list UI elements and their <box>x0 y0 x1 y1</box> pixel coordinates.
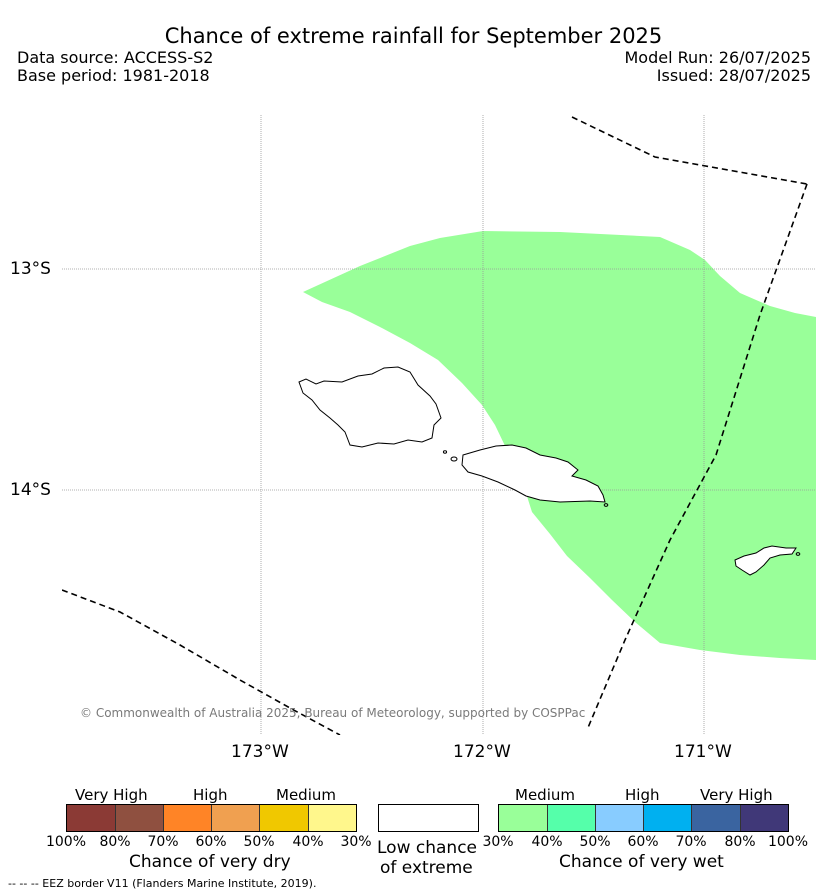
wet-swatch <box>548 805 596 831</box>
wet-swatch <box>741 805 788 831</box>
eez-border <box>62 116 808 735</box>
dry-colorbar <box>66 804 357 832</box>
dry-swatch <box>309 805 356 831</box>
map-title: Chance of extreme rainfall for September… <box>164 24 663 48</box>
medium-wet-region <box>303 231 816 660</box>
dry-swatch <box>67 805 116 831</box>
base-period: Base period: 1981-2018 <box>17 66 210 85</box>
wet-tick: 100% <box>767 834 809 850</box>
model-run: Model Run: 26/07/2025 <box>624 48 812 67</box>
wet-colorbar <box>498 804 789 832</box>
data-source: Data source: ACCESS-S2 <box>17 48 214 67</box>
wet-swatch <box>596 805 644 831</box>
wet-tick: 80% <box>724 834 756 850</box>
low-chance-title-line2: of extreme <box>380 858 473 878</box>
dry-tick: 60% <box>195 834 227 850</box>
lat-label-13s: 13°S <box>10 259 51 279</box>
dry-tick: 70% <box>147 834 179 850</box>
wet-legend-title: Chance of very wet <box>559 852 724 872</box>
wet-category-high: High <box>625 786 660 804</box>
dry-swatch <box>212 805 260 831</box>
low-chance-title-line1: Low chance <box>377 838 477 858</box>
aunuu-islet <box>795 552 801 556</box>
issued-date: Issued: 28/07/2025 <box>656 66 811 85</box>
wet-swatch <box>692 805 741 831</box>
wet-tick: 70% <box>675 834 707 850</box>
upolu-island <box>461 444 606 503</box>
manono-islet <box>442 450 448 454</box>
dry-category-medium: Medium <box>276 786 336 804</box>
savaii-island <box>298 366 442 448</box>
apolima-islet <box>450 456 458 462</box>
lon-label-172w: 172°W <box>453 742 511 762</box>
dry-tick: 50% <box>243 834 275 850</box>
dry-category-high: High <box>193 786 228 804</box>
dry-tick: 30% <box>340 834 372 850</box>
dry-category-very-high: Very High <box>75 786 148 804</box>
dry-tick: 80% <box>99 834 131 850</box>
nuutele-islet <box>603 503 609 507</box>
lat-label-14s: 14°S <box>10 480 51 500</box>
wet-category-very-high: Very High <box>700 786 773 804</box>
copyright-credit: © Commonwealth of Australia 2025, Bureau… <box>80 706 586 720</box>
lon-label-171w: 171°W <box>674 742 732 762</box>
dry-legend-title: Chance of very dry <box>129 852 291 872</box>
low-chance-swatch <box>378 804 479 832</box>
dry-swatch <box>260 805 309 831</box>
dry-swatch <box>116 805 164 831</box>
wet-swatch <box>644 805 692 831</box>
dry-tick: 40% <box>292 834 324 850</box>
wet-category-medium: Medium <box>515 786 575 804</box>
dry-swatch <box>164 805 212 831</box>
wet-tick: 30% <box>482 834 514 850</box>
dry-tick: 100% <box>45 834 87 850</box>
lon-label-173w: 173°W <box>231 742 289 762</box>
wet-swatch <box>499 805 548 831</box>
gridlines <box>62 115 816 735</box>
wet-tick: 40% <box>531 834 563 850</box>
wet-tick: 60% <box>627 834 659 850</box>
tutuila-island <box>734 545 797 576</box>
eez-note: -- -- -- EEZ border V11 (Flanders Marine… <box>8 877 317 890</box>
wet-tick: 50% <box>579 834 611 850</box>
